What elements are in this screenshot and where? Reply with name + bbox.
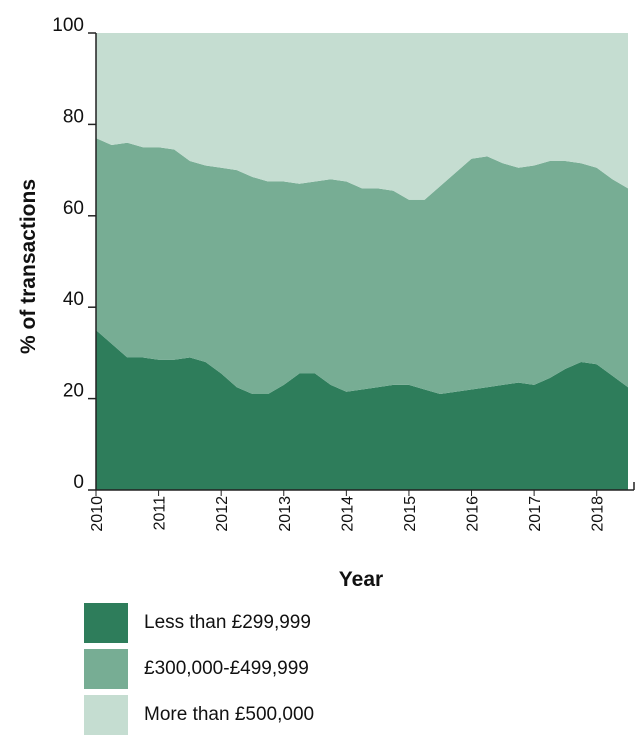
y-tick-label: 60 [63, 198, 84, 219]
legend-label-300k-500k: £300,000-£499,999 [144, 658, 309, 679]
y-tick-label: 80 [63, 106, 84, 127]
axes [88, 32, 635, 496]
y-tick-label: 100 [52, 15, 84, 36]
x-tick-label: 2014 [339, 496, 356, 532]
x-tick-label: 2018 [590, 496, 607, 532]
legend-label-over-500k: More than £500,000 [144, 704, 315, 725]
x-tick-label: 2012 [214, 496, 231, 532]
legend-swatch-300k-500k [84, 649, 128, 689]
y-tick-label: 0 [73, 472, 84, 493]
legend-label-under-300k: Less than £299,999 [144, 612, 311, 633]
area-300k-500k [96, 138, 628, 394]
y-axis-title: % of transactions [17, 179, 40, 354]
y-tick-label: 40 [63, 289, 84, 310]
legend: Less than £299,999 £300,000-£499,999 Mor… [84, 600, 314, 738]
x-tick-label: 2015 [402, 496, 419, 532]
x-tick-label: 2017 [527, 496, 544, 532]
x-tick-labels: 2010 2011 2012 2013 2014 2015 2016 2017 2018 [89, 496, 607, 532]
x-axis-title: Year [339, 568, 383, 591]
area-under-300k [96, 330, 628, 490]
x-tick-label: 2011 [152, 496, 169, 531]
legend-item-300k-500k: £300,000-£499,999 [84, 646, 314, 692]
y-tick-label: 20 [63, 381, 84, 402]
legend-swatch-over-500k [84, 695, 128, 735]
area-layers [96, 33, 628, 490]
legend-item-over-500k: More than £500,000 [84, 692, 314, 738]
x-tick-label: 2013 [277, 496, 294, 532]
area-over-500k [96, 33, 628, 200]
legend-swatch-under-300k [84, 603, 128, 643]
legend-item-under-300k: Less than £299,999 [84, 600, 314, 646]
y-tick-labels: 0 20 40 60 80 100 [52, 15, 84, 493]
x-tick-label: 2010 [89, 496, 106, 532]
x-tick-label: 2016 [465, 496, 482, 532]
